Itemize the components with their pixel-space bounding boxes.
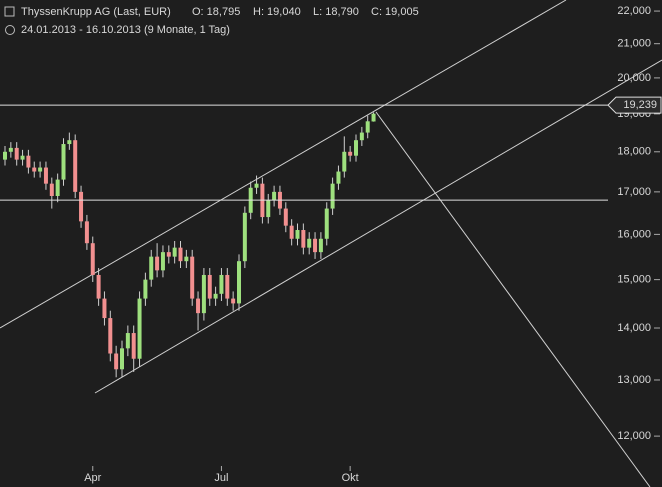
candle-body (178, 247, 183, 262)
candle-body (359, 132, 364, 141)
candle-body (266, 200, 271, 218)
y-tick-label: 18,000 (617, 146, 651, 158)
y-tick-label: 14,000 (617, 322, 651, 334)
candle-body (318, 238, 323, 253)
candle-body (307, 238, 312, 248)
candle-body (14, 147, 19, 160)
candle-body (301, 230, 306, 248)
candle-body (55, 179, 60, 197)
x-tick-label: Apr (84, 472, 101, 484)
candle-body (120, 348, 124, 370)
trend-line (94, 59, 662, 394)
price-label-box (607, 96, 662, 114)
y-tick-label: 20,000 (617, 72, 651, 84)
candle-body (90, 243, 95, 275)
candle-body (137, 298, 142, 359)
candle-body (348, 151, 353, 156)
candle-body (102, 298, 107, 319)
candle-body (336, 171, 341, 184)
candle-body (49, 183, 54, 197)
candle-body (283, 208, 288, 226)
candle-body (207, 274, 212, 299)
candle-body (67, 140, 72, 145)
quote-high: H: 19,040 (253, 6, 301, 18)
candle-body (43, 167, 48, 184)
y-tick-label: 12,000 (617, 430, 651, 442)
candle-body (73, 140, 78, 192)
chart-title: ThyssenKrupp AG (Last, EUR) (21, 6, 171, 18)
candle-body (330, 183, 335, 209)
candle-body (184, 256, 189, 262)
candle-body (125, 333, 130, 349)
candle-body (201, 274, 206, 314)
candle-body (26, 155, 31, 168)
candle-body (219, 274, 224, 294)
y-tick-label: 15,000 (617, 274, 651, 286)
x-tick-label: Okt (342, 472, 359, 484)
candle-body (354, 140, 358, 156)
y-tick-label: 16,000 (617, 228, 651, 240)
candle-body (84, 221, 89, 244)
y-tick-label: 13,000 (617, 374, 651, 386)
candle-body (131, 333, 136, 359)
candle-body (38, 167, 43, 172)
candle-body (96, 274, 101, 299)
candle-body (313, 238, 318, 253)
candle-body (342, 151, 347, 172)
candle-body (149, 256, 154, 280)
candle-body (196, 298, 201, 314)
candle-body (254, 183, 259, 188)
candle-body (8, 147, 13, 152)
candle-body (324, 208, 329, 239)
header: ThyssenKrupp AG (Last, EUR) O: 18,795 H:… (4, 6, 419, 36)
quote-low: L: 18,790 (313, 6, 359, 18)
chart-subtitle: 24.01.2013 - 16.10.2013 (9 Monate, 1 Tag… (21, 24, 230, 36)
candle-body (225, 274, 230, 299)
candle-body (213, 293, 218, 299)
chart-icon (4, 6, 15, 17)
candle-body (166, 252, 171, 257)
candle-body (3, 151, 7, 160)
candle-body (143, 279, 148, 299)
candle-body (242, 212, 247, 262)
candle-body (231, 298, 236, 304)
price-label: 19,239 (623, 99, 657, 111)
candle-body (190, 256, 195, 299)
candle-body (160, 252, 165, 271)
y-tick-label: 17,000 (617, 186, 651, 198)
candle-body (272, 191, 277, 201)
clock-icon (5, 25, 15, 35)
candle-body (295, 230, 300, 239)
trend-line (375, 111, 651, 487)
quote-open: O: 18,795 (192, 6, 240, 18)
candle-body (172, 247, 177, 257)
candle-body (79, 191, 84, 222)
y-tick-label: 21,000 (617, 38, 651, 50)
candle-body (289, 225, 294, 239)
x-tick-label: Jul (214, 472, 228, 484)
quote-close: C: 19,005 (371, 6, 419, 18)
candle-body (371, 113, 376, 122)
candle-body (20, 155, 25, 160)
candle-body (237, 261, 241, 304)
candle-body (155, 256, 160, 271)
y-tick-label: 22,000 (617, 5, 651, 17)
candle-body (365, 121, 370, 133)
candle-body (61, 144, 66, 180)
candle-body (108, 318, 113, 354)
candle-body (114, 353, 119, 370)
candle-body (32, 167, 37, 172)
